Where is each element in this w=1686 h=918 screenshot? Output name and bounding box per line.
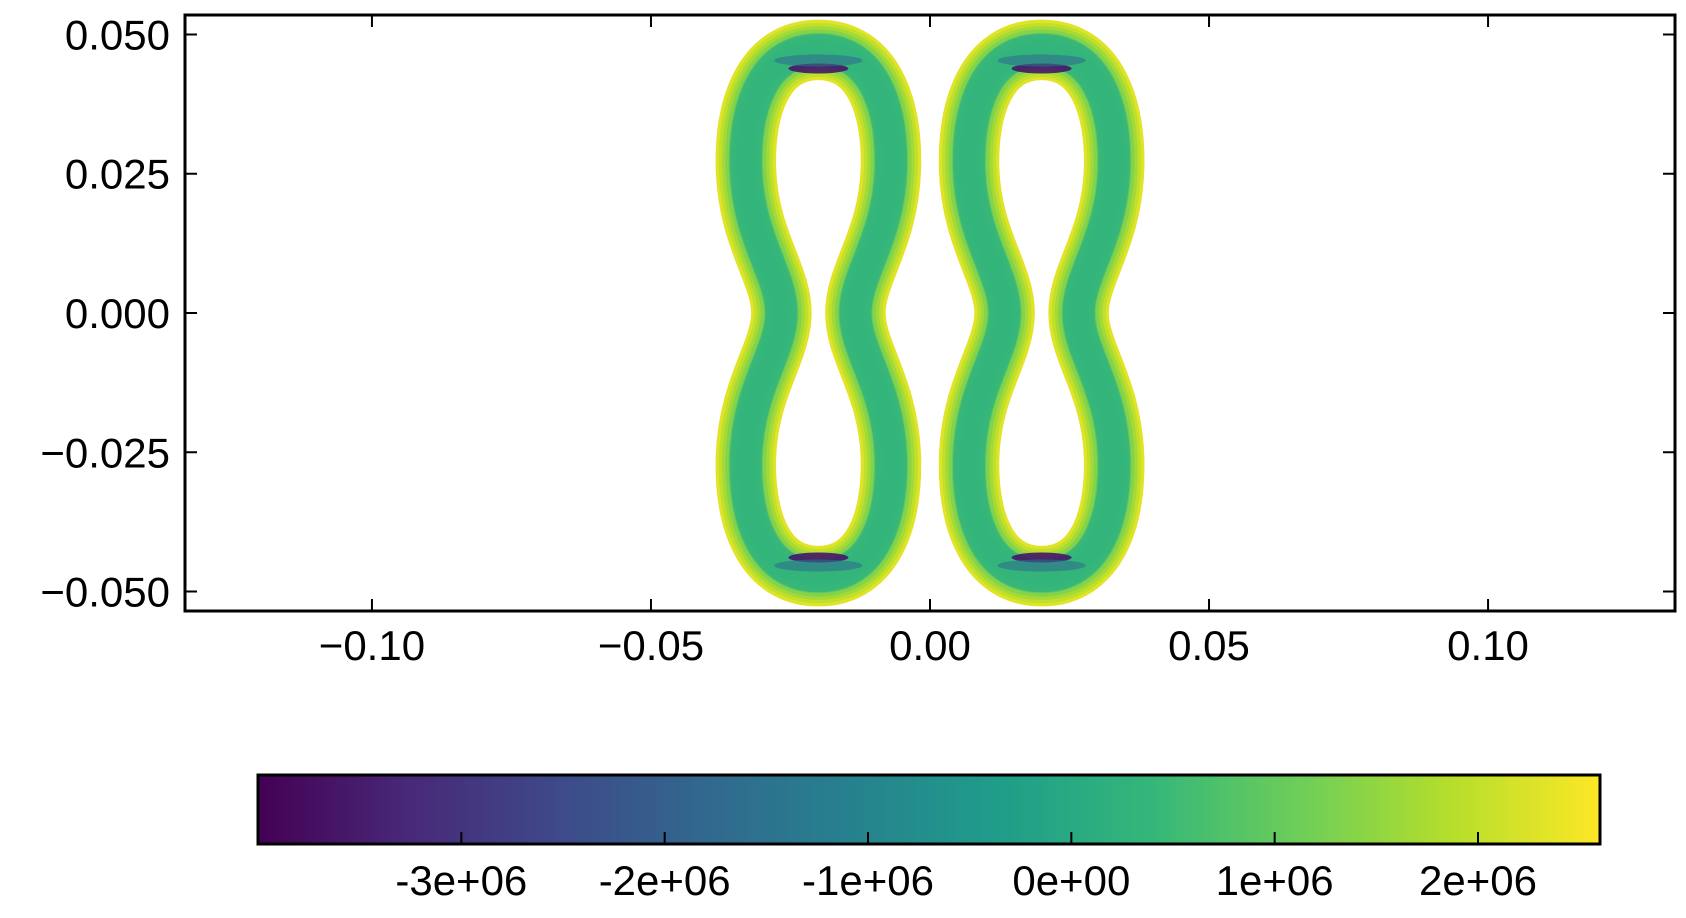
colorbar-tick-label: 1e+06: [1216, 857, 1334, 904]
colorbar-tick-label: -2e+06: [599, 857, 731, 904]
x-tick-label: 0.05: [1168, 622, 1250, 669]
y-tick-label: 0.000: [65, 290, 170, 337]
ring-body: [952, 33, 1131, 593]
shape-left: [715, 19, 922, 607]
colorbar-tick-label: -3e+06: [395, 857, 527, 904]
low-value-region: [774, 54, 863, 67]
ring-body: [729, 33, 908, 593]
y-tick-label: −0.050: [40, 569, 170, 616]
colorbar-ticks: -3e+06 -2e+06 -1e+06 0e+00 1e+06 2e+06: [395, 832, 1537, 904]
x-tick-label: −0.05: [598, 622, 704, 669]
shape-right: [938, 19, 1145, 607]
axes-frame: [183, 13, 1677, 613]
y-tick-label: 0.050: [65, 11, 170, 58]
colorbar-gradient: [258, 775, 1600, 844]
colorbar-tick-label: -1e+06: [802, 857, 934, 904]
colorbar-tick-label: 0e+00: [1012, 857, 1130, 904]
x-axis: −0.10 −0.05 0.00 0.05 0.10: [319, 15, 1529, 669]
low-value-region: [997, 54, 1086, 67]
x-tick-label: 0.10: [1447, 622, 1529, 669]
x-tick-label: −0.10: [319, 622, 425, 669]
colorbar: -3e+06 -2e+06 -1e+06 0e+00 1e+06 2e+06: [256, 773, 1602, 904]
y-axis: 0.050 0.025 0.000 −0.025 −0.050: [40, 11, 1675, 616]
colorbar-tick-label: 2e+06: [1419, 857, 1537, 904]
colorbar-frame: [256, 773, 1602, 846]
y-tick-label: −0.025: [40, 429, 170, 476]
x-tick-label: 0.00: [889, 622, 971, 669]
low-value-region: [997, 559, 1086, 572]
y-tick-label: 0.025: [65, 151, 170, 198]
low-value-region: [774, 559, 863, 572]
data-shapes: [715, 19, 1145, 607]
